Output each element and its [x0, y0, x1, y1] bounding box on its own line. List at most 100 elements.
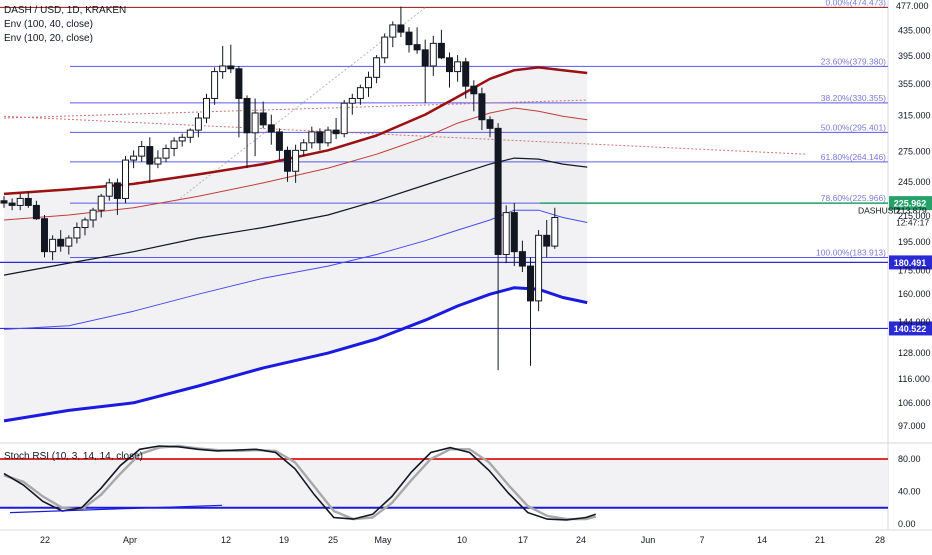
candle [73, 222, 81, 244]
fib-level-label: 100.00%(183.913) [816, 247, 886, 257]
candle-body [211, 71, 219, 99]
candle-body [235, 68, 243, 99]
candle-body [186, 129, 194, 138]
candle-body [130, 155, 138, 161]
candle [122, 156, 129, 204]
price-tick-label: 106.000 [898, 398, 931, 408]
candle [437, 29, 445, 60]
candle [65, 235, 73, 255]
candle-body [138, 146, 146, 157]
candle [324, 126, 332, 147]
candle [356, 84, 364, 105]
candle [49, 235, 57, 261]
candle [130, 150, 138, 169]
price-label-box [889, 255, 932, 270]
candle [259, 101, 267, 129]
symbol-title: DASH / USD, 1D, KRAKEN [4, 5, 127, 16]
time-tick-label: 21 [815, 535, 825, 545]
candle-body [527, 265, 534, 302]
price-label-box [889, 196, 932, 211]
candle [405, 27, 413, 53]
fib-level-label: 78.60%(225.966) [821, 193, 886, 203]
envelope-20-label: Env (100, 20, close) [4, 33, 93, 44]
candle-body [486, 119, 494, 129]
candle-body [462, 61, 470, 87]
stoch-rsi-tick-label: 40.00 [898, 487, 921, 497]
stoch-rsi-label: Stoch RSI (10, 3, 14, 14, close) [4, 451, 143, 462]
current-price-symbol: DASHUSD [858, 206, 900, 216]
price-tick-label: 395.000 [898, 51, 931, 61]
candle [154, 150, 162, 169]
envelope-line-lower-40 [3, 286, 588, 423]
stoch-rsi-d-line [3, 444, 596, 521]
candle-body [429, 42, 437, 67]
candle [365, 71, 372, 97]
time-tick-label: 7 [699, 535, 704, 545]
time-tick-label: 10 [457, 535, 467, 545]
time-tick-label: 22 [40, 535, 50, 545]
candle [8, 198, 16, 211]
candle-body [389, 24, 397, 38]
envelope-20-fill [4, 108, 588, 330]
time-tick-label: 24 [576, 535, 586, 545]
candle-body [316, 131, 324, 144]
candle-body [478, 93, 486, 121]
price-tick-label: 477.000 [896, 1, 929, 11]
candle-body [324, 129, 332, 144]
candle [235, 65, 243, 138]
fib-level-label: 61.80%(264.146) [821, 152, 886, 162]
candle [267, 114, 275, 145]
candle-body [0, 200, 8, 204]
candle-body [154, 157, 162, 165]
candle [518, 240, 526, 273]
envelope-line-upper-20 [3, 107, 588, 221]
stoch-rsi-k-line [3, 445, 596, 521]
candle-body [332, 129, 340, 135]
candle [381, 33, 389, 64]
candle [348, 93, 356, 115]
candle-body [437, 42, 445, 59]
candle-body [454, 61, 462, 73]
price-tick-label: 355.000 [898, 79, 931, 89]
candle-body [340, 102, 348, 135]
price-tick-label: 144.000 [898, 317, 931, 327]
candle [81, 217, 89, 236]
candle-body [219, 65, 227, 73]
price-tick-label: 245.000 [898, 177, 931, 187]
candle [211, 67, 219, 105]
time-tick-label: Jun [641, 535, 656, 545]
candle [243, 95, 251, 169]
candle-body [105, 182, 113, 197]
candle [486, 116, 494, 138]
candle-body [494, 127, 502, 255]
price-tick-label: 160.000 [898, 289, 931, 299]
current-price-countdown: 12:47:17 [896, 218, 929, 228]
chart-legend: DASH / USD, 1D, KRAKEN Env (100, 40, clo… [4, 4, 126, 46]
candle [316, 128, 324, 151]
price-label-text: 140.522 [894, 324, 927, 334]
candle-body [49, 238, 57, 253]
candle [340, 100, 348, 138]
candle [41, 215, 48, 258]
candle-body [510, 212, 518, 253]
candle-body [502, 212, 510, 255]
candle [178, 133, 186, 147]
stoch-rsi-band-fill [0, 459, 888, 508]
candle-body [178, 136, 186, 142]
price-tick-label: 195.000 [898, 237, 931, 247]
candle-body [446, 57, 453, 73]
candle-body [397, 24, 405, 33]
trend-line [3, 99, 588, 119]
candle-body [543, 234, 551, 247]
candle [275, 128, 283, 161]
candle [16, 193, 24, 211]
time-tick-label: 28 [875, 535, 885, 545]
candle [24, 191, 32, 208]
candle-body [356, 87, 364, 99]
candle [389, 21, 397, 48]
candle-body [365, 76, 372, 89]
candle-body [89, 209, 97, 221]
price-tick-label: 97.000 [898, 421, 926, 431]
